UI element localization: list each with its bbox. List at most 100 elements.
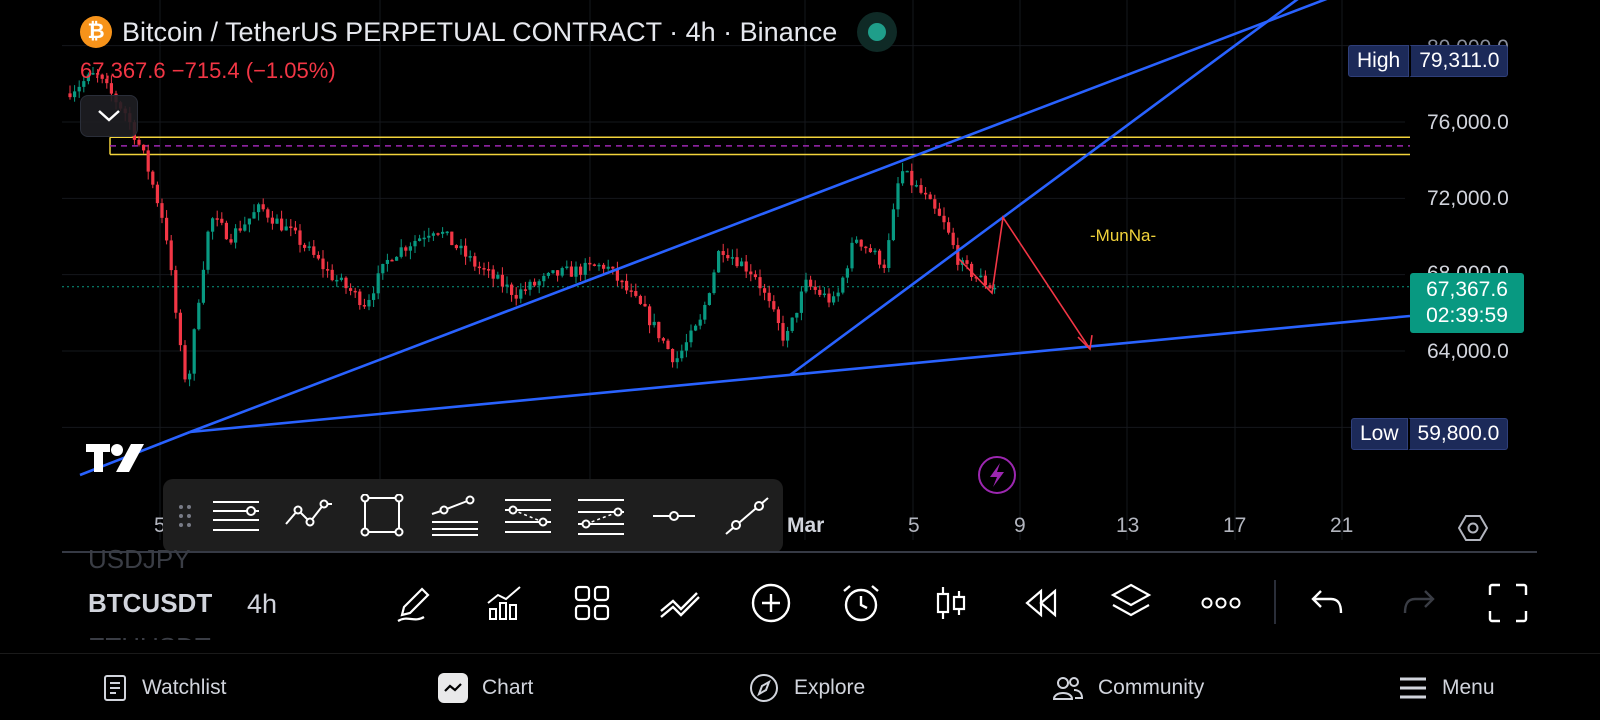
timeframe-selector[interactable]: 4h [247, 589, 278, 619]
candle-body [928, 194, 932, 200]
candle-body [818, 289, 822, 295]
projection-arrowhead [1077, 334, 1093, 351]
candle-body [905, 170, 909, 173]
candle-body [942, 215, 946, 223]
candle-body [735, 257, 739, 267]
add-icon[interactable] [741, 573, 801, 633]
candle-body [937, 208, 941, 216]
candle-body [82, 81, 86, 87]
candle-body [326, 269, 330, 271]
candle-body [519, 289, 523, 299]
candle-body [445, 231, 449, 234]
candle-body [257, 204, 261, 213]
tradingview-logo [86, 442, 146, 479]
lightning-icon[interactable] [977, 455, 1017, 500]
drawing-favorites-icon[interactable] [651, 573, 711, 633]
nav-watchlist-label: Watchlist [142, 675, 227, 699]
pencil-icon[interactable] [384, 573, 444, 633]
last-price-badge: 67,367.6 02:39:59 [1410, 273, 1524, 333]
candle-body [588, 262, 592, 265]
candle-body [188, 373, 192, 380]
collapse-legend-button[interactable] [80, 95, 138, 137]
candle-body [454, 245, 458, 249]
fullscreen-icon[interactable] [1478, 573, 1538, 633]
nav-chart[interactable]: Chart [438, 654, 533, 720]
candle-body [395, 256, 399, 261]
candle-body [776, 309, 780, 324]
candle-body [247, 218, 251, 225]
time-axis-label: 21 [1330, 514, 1354, 537]
candle-body [680, 350, 684, 359]
candle-body [321, 258, 325, 270]
time-axis-label: 5 [908, 514, 920, 537]
candle-body [721, 251, 725, 255]
chart-header: ₿ Bitcoin / TetherUS PERPETUAL CONTRACT … [80, 12, 898, 52]
candle-body [312, 246, 316, 255]
candle-body [500, 274, 504, 287]
symbol-next[interactable]: ETHUSDT [88, 632, 211, 640]
horizontal-ray-tool-icon[interactable] [637, 486, 710, 546]
candle-body [629, 290, 633, 292]
indicators-icon[interactable] [474, 573, 534, 633]
fib-extension-tool-icon[interactable] [564, 486, 637, 546]
horizontal-lines-tool-icon[interactable] [199, 486, 272, 546]
candle-body [634, 291, 638, 296]
more-icon[interactable] [1191, 573, 1251, 633]
nav-menu[interactable]: Menu [1398, 654, 1495, 720]
candle-body [160, 203, 164, 218]
candle-body [643, 303, 647, 307]
fib-retracement-tool-icon[interactable] [491, 486, 564, 546]
chart-area[interactable]: -MunNa- ₿ Bitcoin / TetherUS PERPETUAL C… [0, 0, 1537, 552]
candle-body [574, 266, 578, 277]
undo-icon[interactable] [1297, 573, 1357, 633]
low-label: Low [1351, 418, 1408, 450]
chart-type-icon[interactable] [921, 573, 981, 633]
high-label: High [1348, 45, 1410, 77]
symbol-prev[interactable]: USDJPY [88, 548, 191, 574]
symbol-title[interactable]: Bitcoin / TetherUS PERPETUAL CONTRACT · … [122, 16, 838, 47]
parallel-channel-tool-icon[interactable] [418, 486, 491, 546]
candle-body [390, 259, 394, 262]
zone-lines [62, 136, 1410, 288]
symbol-picker[interactable]: USDJPY BTCUSDT ETHUSDT [88, 548, 218, 640]
symbol-current[interactable]: BTCUSDT [88, 588, 213, 618]
trendlines [79, 0, 1411, 477]
redo-icon[interactable] [1389, 573, 1449, 633]
candle-body [919, 185, 923, 193]
time-axis-label: 17 [1223, 514, 1247, 537]
candle-body [993, 287, 997, 290]
chart-grid [62, 0, 1405, 540]
nav-community[interactable]: Community [1052, 654, 1204, 720]
alert-icon[interactable] [831, 573, 891, 633]
candle-body [565, 266, 569, 269]
candle-body [896, 183, 900, 210]
replay-icon[interactable] [1011, 573, 1071, 633]
layouts-icon[interactable] [562, 573, 622, 633]
candle-body [96, 73, 100, 75]
candle-body [979, 275, 983, 278]
candle-body [749, 271, 753, 275]
market-status-icon[interactable] [857, 12, 898, 52]
time-axis-label: 13 [1116, 514, 1140, 537]
candle-body [482, 268, 486, 270]
chart-settings-icon[interactable] [1457, 514, 1489, 547]
rectangle-tool-icon[interactable] [345, 486, 418, 546]
candle-body [238, 228, 242, 231]
nav-explore[interactable]: Explore [748, 654, 865, 720]
trendline-tool-icon[interactable] [710, 486, 783, 546]
candle-body [878, 250, 882, 265]
candle-body [583, 262, 587, 275]
candle-body [303, 244, 307, 248]
candle-body [206, 231, 210, 270]
object-tree-icon[interactable] [1101, 573, 1161, 633]
candle-body [211, 218, 215, 232]
price-chart[interactable]: -MunNa- [0, 0, 1537, 552]
path-tool-icon[interactable] [272, 486, 345, 546]
nav-watchlist[interactable]: Watchlist [102, 654, 226, 720]
candle-body [560, 268, 564, 276]
drag-handle-icon[interactable] [171, 496, 199, 536]
candle-body [763, 288, 767, 293]
candle-body [408, 246, 412, 251]
trendline [189, 314, 1411, 434]
candle-body [358, 291, 362, 306]
